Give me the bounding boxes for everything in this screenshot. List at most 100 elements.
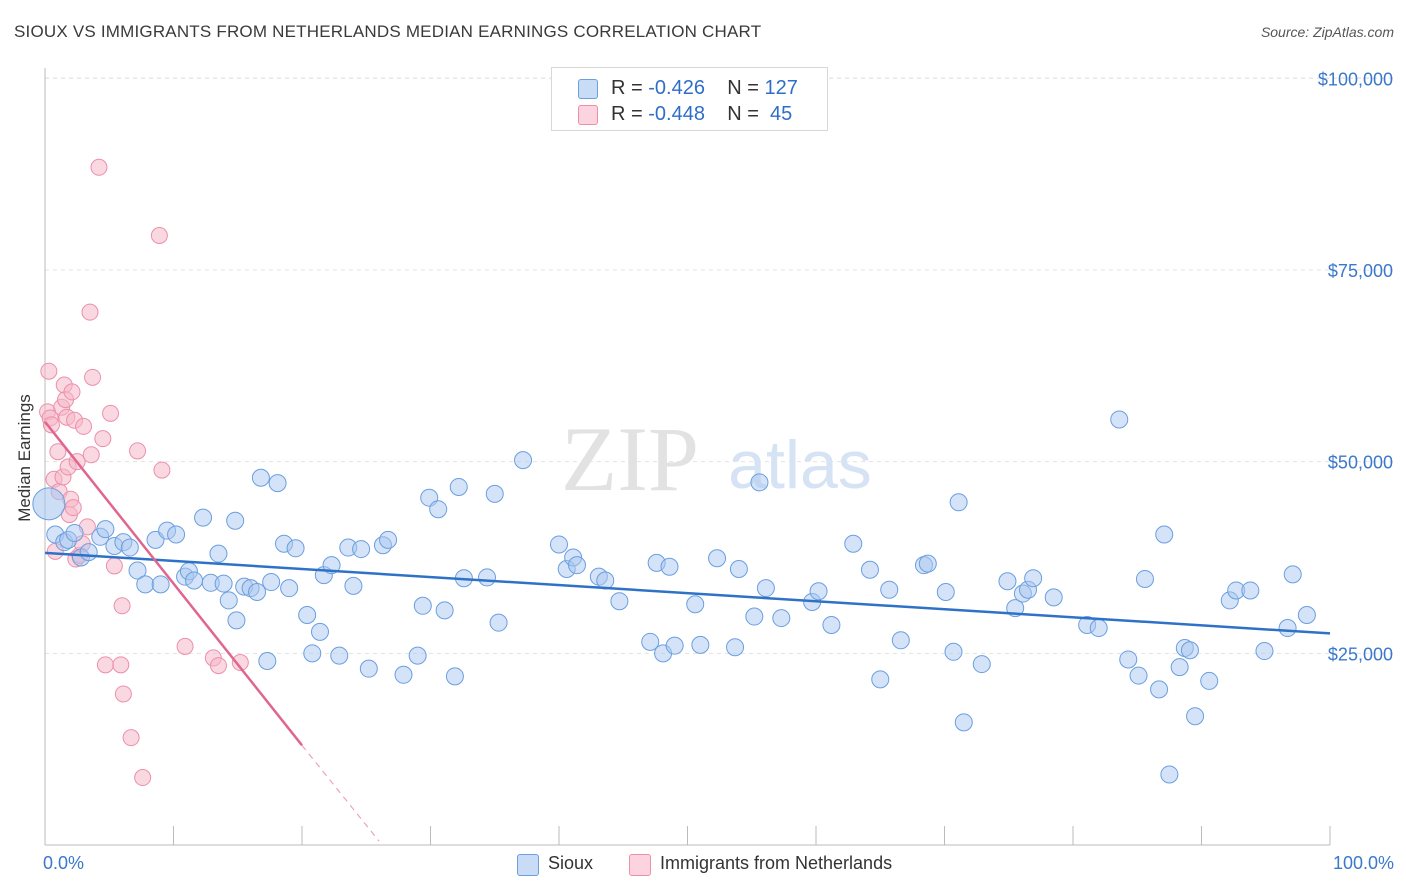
sioux-point bbox=[303, 644, 322, 663]
legend-text-sioux: R = -0.426 N = 127 bbox=[611, 77, 798, 100]
sioux-point bbox=[844, 534, 863, 553]
sioux-point bbox=[756, 579, 775, 598]
x-tick-label: 100.0% bbox=[1333, 853, 1394, 873]
sioux-point bbox=[96, 520, 115, 539]
y-tick-label: $75,000 bbox=[1328, 261, 1393, 281]
watermark-atlas: atlas bbox=[728, 427, 872, 503]
y-tick-labels: $25,000 $50,000 $75,000 $100,000 bbox=[1318, 69, 1393, 664]
sioux-point bbox=[972, 655, 991, 674]
sioux-point bbox=[167, 525, 186, 544]
sioux-point bbox=[1135, 569, 1154, 588]
netherlands-point bbox=[63, 383, 81, 401]
grid-lines bbox=[45, 77, 1395, 654]
legend-r-value: -0.426 bbox=[648, 77, 705, 99]
sioux-point bbox=[1186, 707, 1205, 726]
sioux-point bbox=[445, 667, 464, 686]
netherlands-point bbox=[49, 443, 67, 461]
sioux-point bbox=[745, 607, 764, 626]
sioux-point bbox=[726, 638, 745, 657]
sioux-point bbox=[1255, 642, 1274, 661]
sioux-point bbox=[660, 557, 679, 576]
sioux-points bbox=[32, 410, 1316, 784]
sioux-point bbox=[822, 615, 841, 634]
sioux-point bbox=[330, 646, 349, 665]
legend-r-label: R = bbox=[611, 77, 649, 99]
sioux-point bbox=[151, 575, 170, 594]
sioux-point bbox=[379, 530, 398, 549]
sioux-point bbox=[686, 595, 705, 614]
legend-n-label: N = bbox=[727, 103, 765, 125]
legend-n-label: N = bbox=[727, 77, 765, 99]
sioux-point bbox=[550, 535, 568, 554]
sioux-point bbox=[219, 591, 238, 610]
sioux-point bbox=[194, 508, 213, 527]
sioux-point bbox=[120, 538, 139, 557]
bottom-legend-label-netherlands: Immigrants from Netherlands bbox=[660, 853, 893, 873]
netherlands-point bbox=[82, 446, 100, 464]
sioux-point bbox=[1180, 641, 1199, 660]
netherlands-point bbox=[176, 637, 194, 655]
netherlands-point bbox=[114, 685, 132, 703]
sioux-point bbox=[1110, 410, 1129, 429]
netherlands-point bbox=[122, 729, 140, 747]
source-label: Source: ZipAtlas.com bbox=[1260, 24, 1394, 40]
legend-swatch-netherlands bbox=[578, 105, 598, 125]
sioux-point bbox=[641, 632, 660, 651]
sioux-point bbox=[449, 477, 468, 496]
sioux-point bbox=[1119, 650, 1138, 669]
sioux-point bbox=[359, 659, 378, 678]
sioux-point bbox=[65, 523, 84, 542]
netherlands-point bbox=[112, 656, 130, 674]
y-tick-label: $25,000 bbox=[1328, 644, 1393, 664]
sioux-point bbox=[485, 484, 504, 503]
sioux-point bbox=[32, 487, 66, 521]
sioux-point bbox=[665, 636, 684, 655]
legend-r-label: R = bbox=[611, 103, 649, 125]
netherlands-point bbox=[129, 442, 147, 460]
bottom-legend-label-sioux: Sioux bbox=[548, 853, 594, 873]
sioux-point bbox=[809, 582, 828, 601]
bottom-legend-swatch-sioux bbox=[517, 854, 539, 876]
sioux-point bbox=[79, 543, 98, 562]
sioux-point bbox=[610, 592, 629, 611]
netherlands-point bbox=[94, 430, 112, 448]
sioux-point bbox=[258, 651, 277, 670]
sioux-point bbox=[352, 540, 371, 559]
correlation-legend: R = -0.426 N = 127 R = -0.448 N = 45 bbox=[551, 67, 828, 131]
legend-n-value: 45 bbox=[764, 103, 793, 125]
sioux-point bbox=[310, 622, 329, 641]
sioux-point bbox=[478, 568, 497, 587]
netherlands-point bbox=[113, 597, 131, 615]
sioux-point bbox=[750, 473, 769, 492]
netherlands-point bbox=[209, 657, 227, 675]
netherlands-trend-extension bbox=[301, 744, 380, 842]
sioux-point bbox=[280, 579, 299, 598]
sioux-point bbox=[268, 474, 287, 493]
netherlands-point bbox=[153, 461, 171, 479]
sioux-point bbox=[185, 571, 204, 590]
legend-n-value: 127 bbox=[764, 77, 798, 99]
watermark: ZIP atlas bbox=[561, 408, 872, 510]
x-tick-label: 0.0% bbox=[43, 853, 84, 873]
sioux-point bbox=[227, 611, 246, 630]
sioux-point bbox=[729, 559, 748, 578]
netherlands-point bbox=[42, 416, 60, 434]
netherlands-point bbox=[96, 656, 114, 674]
sioux-point bbox=[871, 670, 890, 689]
sioux-point bbox=[408, 646, 427, 665]
sioux-point bbox=[248, 582, 267, 601]
sioux-point bbox=[949, 493, 968, 512]
sioux-point bbox=[772, 609, 791, 628]
sioux-point bbox=[1129, 666, 1148, 685]
sioux-point bbox=[413, 596, 432, 615]
sioux-point bbox=[128, 561, 147, 580]
sioux-trend-line bbox=[44, 551, 1331, 635]
netherlands-point bbox=[75, 417, 93, 435]
y-axis-label: Median Earnings bbox=[15, 394, 34, 522]
netherlands-trend-line bbox=[44, 421, 303, 747]
sioux-point bbox=[998, 572, 1017, 591]
netherlands-point bbox=[90, 158, 108, 176]
sioux-point bbox=[251, 468, 270, 487]
watermark-zip: ZIP bbox=[561, 408, 699, 510]
